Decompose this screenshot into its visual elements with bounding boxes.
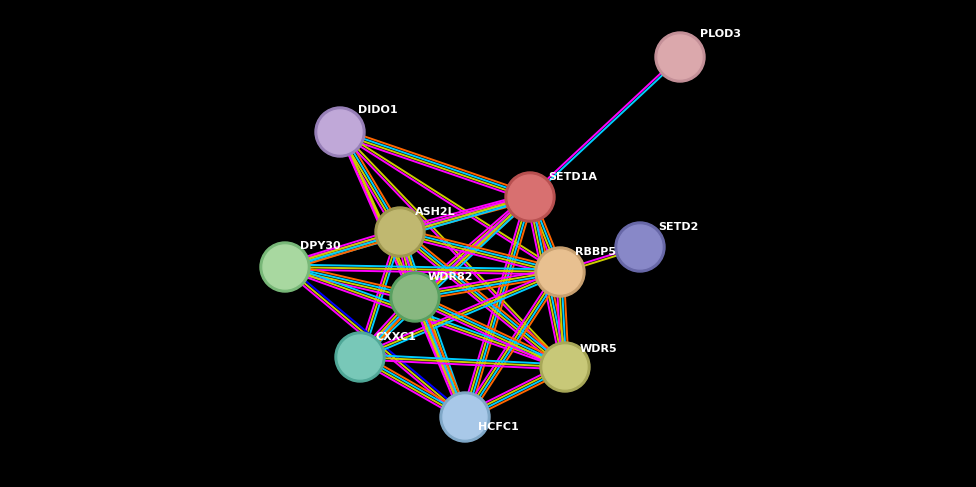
Circle shape xyxy=(263,245,307,289)
Circle shape xyxy=(443,395,487,439)
Text: RBBP5: RBBP5 xyxy=(575,247,616,257)
Text: DPY30: DPY30 xyxy=(300,241,341,251)
Circle shape xyxy=(375,207,425,257)
Text: WDR82: WDR82 xyxy=(428,272,473,282)
Circle shape xyxy=(378,210,422,254)
Circle shape xyxy=(318,110,362,154)
Text: DIDO1: DIDO1 xyxy=(358,105,397,115)
Text: WDR5: WDR5 xyxy=(580,344,618,354)
Circle shape xyxy=(335,332,385,382)
Text: SETD1A: SETD1A xyxy=(548,172,597,182)
Text: CXXC1: CXXC1 xyxy=(375,332,416,342)
Text: HCFC1: HCFC1 xyxy=(478,422,519,432)
Circle shape xyxy=(390,272,440,322)
Text: ASH2L: ASH2L xyxy=(415,207,456,217)
Circle shape xyxy=(658,35,702,79)
Circle shape xyxy=(393,275,437,319)
Circle shape xyxy=(260,242,310,292)
Text: SETD2: SETD2 xyxy=(658,222,699,232)
Circle shape xyxy=(540,342,590,392)
Circle shape xyxy=(338,335,382,379)
Circle shape xyxy=(543,345,587,389)
Circle shape xyxy=(508,175,552,219)
Circle shape xyxy=(618,225,662,269)
Circle shape xyxy=(505,172,555,222)
Circle shape xyxy=(538,250,582,294)
Circle shape xyxy=(440,392,490,442)
Circle shape xyxy=(615,222,665,272)
Circle shape xyxy=(655,32,705,82)
Circle shape xyxy=(535,247,585,297)
Circle shape xyxy=(315,107,365,157)
Text: PLOD3: PLOD3 xyxy=(700,29,741,39)
